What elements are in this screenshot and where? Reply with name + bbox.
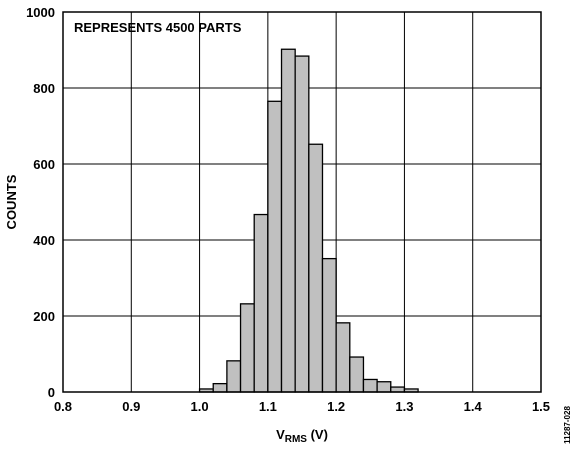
y-axis-title: COUNTS — [4, 174, 19, 229]
histogram-bar — [376, 381, 392, 393]
plot-frame — [62, 11, 542, 393]
x-tick-label: 1.0 — [191, 399, 209, 414]
bars — [198, 48, 419, 393]
x-tick-label: 1.5 — [532, 399, 550, 414]
annotation-label: REPRESENTS 4500 PARTS — [74, 20, 242, 35]
histogram-bar — [226, 360, 242, 393]
y-tick-label: 0 — [48, 385, 55, 400]
histogram-bar — [239, 303, 255, 393]
x-axis-title: VRMS (V) — [276, 427, 328, 445]
figure-id: 11287-028 — [563, 406, 572, 444]
x-tick-label: 0.9 — [122, 399, 140, 414]
histogram-bar — [294, 55, 310, 393]
y-tick-label: 400 — [33, 233, 55, 248]
histogram-bar — [267, 100, 283, 393]
histogram-bar — [280, 48, 296, 393]
histogram-bar — [321, 257, 337, 393]
y-tick-label: 1000 — [26, 5, 55, 20]
histogram-bar — [349, 356, 365, 393]
x-axis-title-suffix: (V) — [307, 427, 328, 442]
histogram-bar — [335, 322, 351, 393]
y-tick-label: 200 — [33, 309, 55, 324]
x-tick-label: 0.8 — [54, 399, 72, 414]
histogram-bar — [308, 143, 324, 393]
y-tick-label: 800 — [33, 81, 55, 96]
x-tick-label: 1.4 — [464, 399, 483, 414]
x-tick-label: 1.1 — [259, 399, 277, 414]
tick-labels: 0.8 0.9 1.0 1.1 1.2 1.3 1.4 1.5 0 200 400 600 800 100… — [26, 5, 550, 414]
x-tick-label: 1.2 — [327, 399, 345, 414]
x-axis-title-subscript: RMS — [285, 434, 308, 445]
x-axis-title-main: V — [276, 427, 285, 442]
y-tick-label: 600 — [33, 157, 55, 172]
histogram-bar — [212, 382, 228, 393]
histogram-bar — [253, 213, 269, 393]
x-tick-label: 1.3 — [395, 399, 413, 414]
histogram-bar — [362, 378, 378, 393]
